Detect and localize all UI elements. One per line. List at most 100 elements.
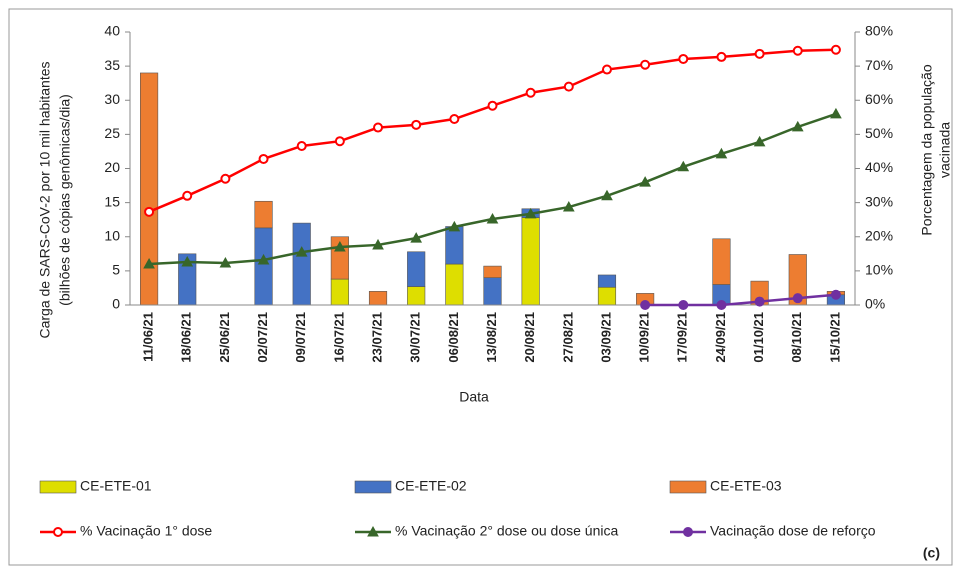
x-tick-label: 25/06/21 (217, 312, 232, 363)
y-tick-label: 5 (112, 262, 120, 278)
line-marker (144, 206, 155, 217)
x-tick-label: 16/07/21 (331, 312, 346, 363)
line-marker (562, 201, 575, 212)
line-marker (601, 64, 612, 75)
y2-tick-label: 10% (865, 262, 893, 278)
bar (292, 222, 311, 306)
line-marker (143, 258, 155, 269)
line-marker (449, 114, 460, 125)
y2-tick-label: 40% (865, 159, 893, 175)
line-marker (753, 135, 766, 147)
bar (712, 238, 731, 285)
line-marker (792, 45, 803, 56)
x-tick-label: 03/09/21 (598, 312, 613, 363)
bar (483, 265, 502, 279)
line-marker (373, 122, 384, 133)
x-tick-label: 13/08/21 (484, 312, 499, 363)
bar (597, 274, 617, 288)
y-axis-title: (bilhões de cópias genômicas/dia) (57, 94, 73, 306)
line-marker (830, 107, 842, 119)
line-marker (754, 48, 765, 59)
x-tick-label: 23/07/21 (369, 312, 384, 363)
y-tick-label: 40 (104, 23, 120, 39)
line-marker (410, 232, 423, 243)
line-marker (715, 147, 728, 159)
legend-marker (53, 527, 63, 537)
line-marker (411, 119, 422, 130)
bar (254, 227, 273, 306)
y2-tick-label: 70% (865, 57, 893, 73)
bar (140, 72, 159, 306)
bar (368, 291, 388, 306)
line-marker (524, 207, 537, 219)
line-marker (640, 300, 651, 310)
line-marker (182, 190, 193, 201)
legend-swatch (669, 480, 707, 494)
y-tick-label: 35 (104, 57, 120, 73)
line (149, 112, 837, 266)
line-marker (486, 212, 499, 224)
line-marker (716, 300, 727, 310)
line-marker (754, 296, 765, 307)
bar (445, 263, 464, 306)
line-marker (677, 160, 690, 172)
bar (597, 286, 617, 306)
x-tick-label: 09/07/21 (293, 312, 308, 363)
legend-label: Vacinação dose de reforço (710, 523, 876, 539)
x-tick-label: 30/07/21 (408, 312, 423, 363)
line-marker (639, 176, 651, 187)
bar (407, 286, 426, 306)
x-tick-label: 24/09/21 (713, 312, 728, 363)
line-marker (563, 81, 574, 92)
x-tick-label: 20/08/21 (522, 312, 537, 363)
line-marker (792, 293, 803, 304)
y-tick-label: 0 (112, 296, 120, 312)
line-marker (640, 59, 651, 70)
y-tick-label: 10 (104, 227, 120, 243)
x-tick-label: 18/06/21 (179, 312, 194, 363)
line-marker (601, 189, 613, 201)
x-tick-label: 11/06/21 (141, 312, 156, 362)
x-axis-title: Data (459, 389, 489, 405)
legend-swatch (354, 480, 392, 494)
line (148, 48, 836, 213)
y-tick-label: 25 (104, 125, 120, 141)
y-tick-label: 20 (104, 159, 120, 175)
bar (254, 200, 273, 229)
line-marker (296, 140, 307, 151)
line-marker (716, 51, 727, 62)
y-tick-label: 15 (104, 193, 120, 209)
legend-label: CE-ETE-01 (80, 478, 152, 494)
line-marker (334, 240, 346, 252)
legend-marker (683, 527, 693, 537)
line-marker (830, 289, 841, 300)
line-marker (334, 136, 345, 147)
legend-label: % Vacinação 1° dose (80, 523, 212, 539)
y-tick-label: 30 (104, 91, 120, 107)
line-marker (295, 246, 308, 257)
bar (521, 217, 540, 306)
legend-swatch (39, 480, 77, 494)
line-marker (448, 220, 461, 232)
y2-tick-label: 0% (865, 296, 885, 312)
x-tick-label: 17/09/21 (675, 312, 690, 363)
x-tick-label: 08/10/21 (789, 312, 804, 363)
line-marker (678, 53, 689, 64)
line-marker (258, 153, 269, 164)
bar (483, 277, 502, 306)
x-tick-label: 10/09/21 (637, 312, 652, 363)
line-marker (791, 120, 804, 132)
line-marker (257, 253, 270, 265)
line-marker (678, 300, 689, 310)
line-marker (220, 173, 231, 184)
y2-tick-label: 80% (865, 23, 893, 39)
x-tick-label: 27/08/21 (560, 312, 575, 363)
y2-tick-label: 50% (865, 125, 893, 141)
y-axis-title: Carga de SARS-CoV-2 por 10 mil habitante… (37, 61, 53, 338)
line-marker (181, 255, 194, 267)
legend-label: % Vacinação 2° dose ou dose única (395, 523, 618, 539)
x-tick-label: 15/10/21 (827, 312, 842, 363)
legend-label: CE-ETE-02 (395, 478, 467, 494)
bar (330, 278, 349, 306)
